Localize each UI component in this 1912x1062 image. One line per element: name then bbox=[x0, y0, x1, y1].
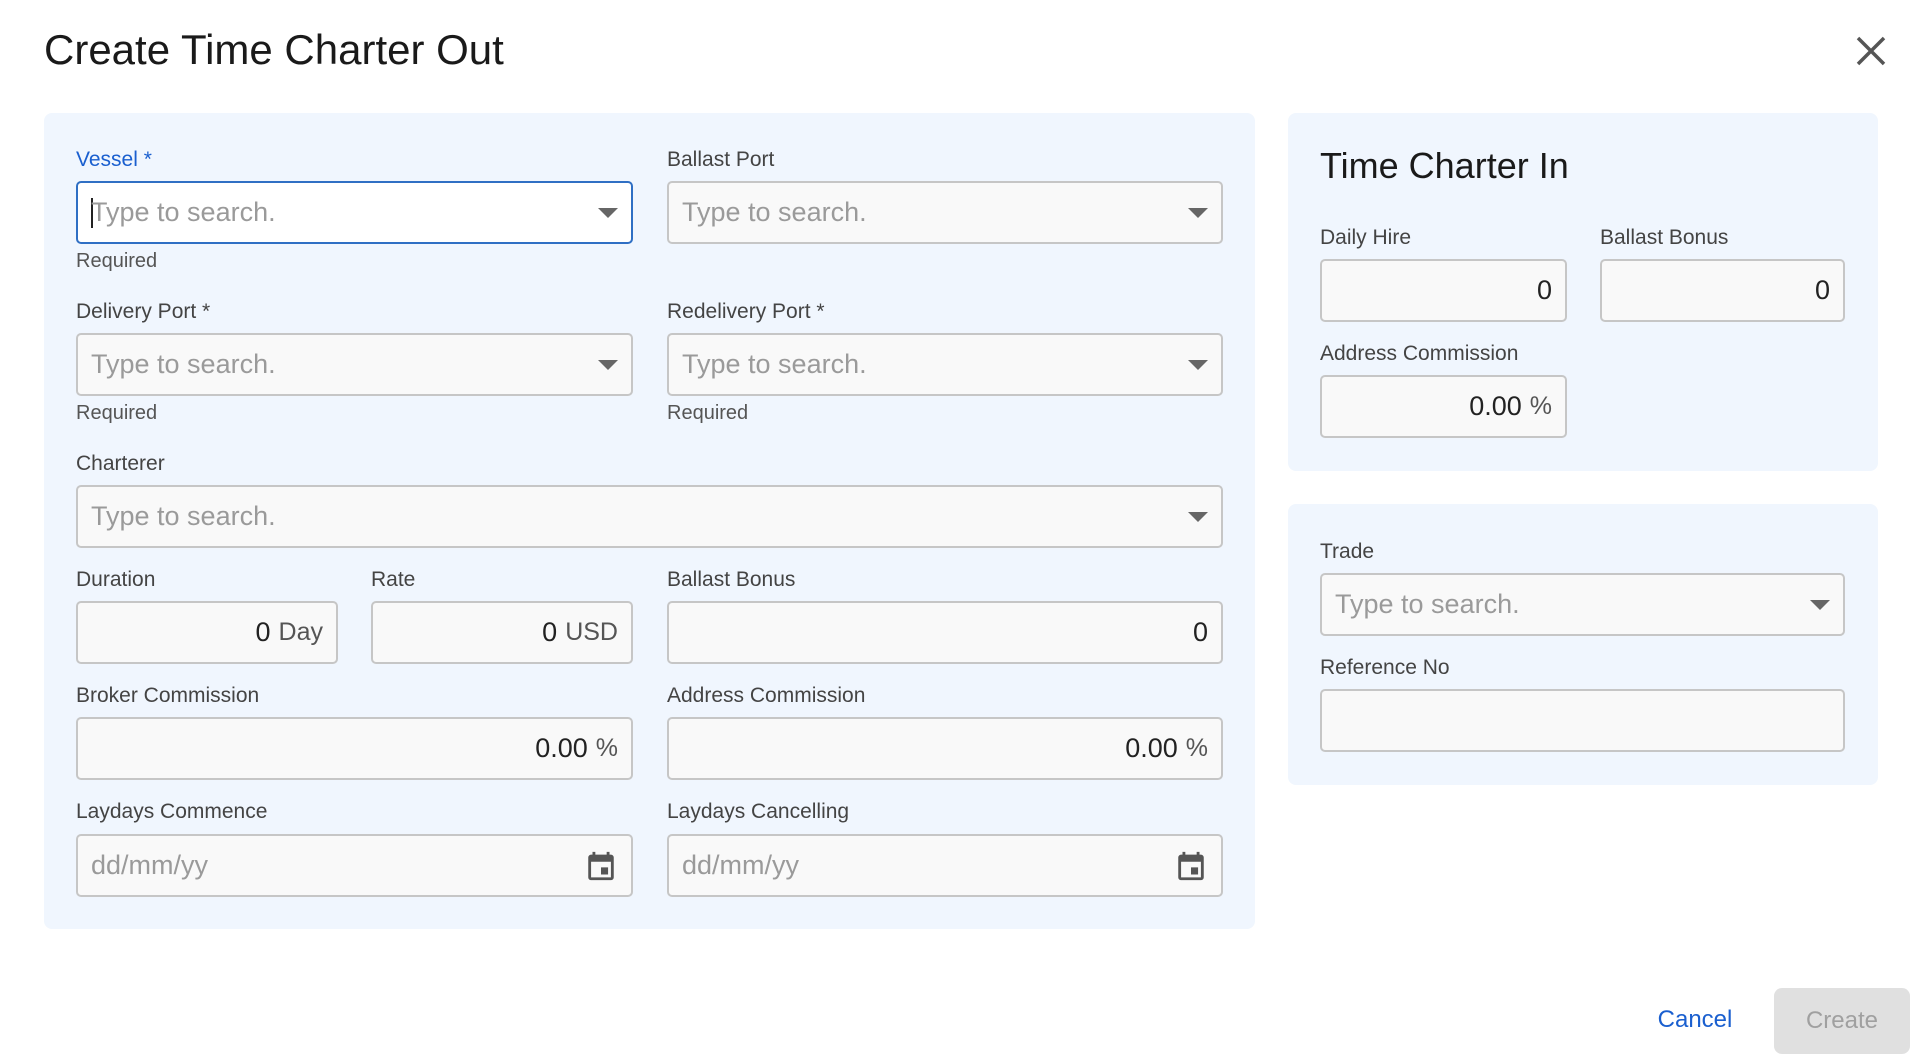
duration-input[interactable]: 0 Day bbox=[76, 601, 338, 664]
charterer-label: Charterer bbox=[76, 452, 165, 475]
time-charter-in-title: Time Charter In bbox=[1320, 145, 1569, 186]
delivery-port-help: Required bbox=[76, 402, 158, 424]
daily-hire-value: 0 bbox=[1536, 275, 1552, 305]
rate-unit: USD bbox=[565, 618, 618, 646]
tci-address-commission-label: Address Commission bbox=[1320, 342, 1519, 365]
laydays-cancelling-input[interactable]: dd/mm/yy bbox=[667, 834, 1223, 897]
redelivery-port-label: Redelivery Port * bbox=[667, 300, 825, 323]
laydays-commence-label: Laydays Commence bbox=[76, 800, 268, 823]
ballast-port-label: Ballast Port bbox=[667, 148, 775, 171]
tci-ballast-bonus-value: 0 bbox=[1814, 275, 1830, 305]
reference-no-label: Reference No bbox=[1320, 656, 1450, 679]
cancel-button[interactable]: Cancel bbox=[1657, 1006, 1733, 1033]
reference-no-input[interactable] bbox=[1320, 689, 1845, 752]
calendar-icon[interactable] bbox=[1174, 848, 1208, 884]
duration-label: Duration bbox=[76, 568, 156, 591]
dropdown-arrow-icon[interactable] bbox=[1188, 359, 1208, 370]
rate-label: Rate bbox=[371, 568, 416, 591]
broker-commission-input[interactable]: 0.00% bbox=[76, 717, 633, 780]
address-commission-input[interactable]: 0.00% bbox=[667, 717, 1223, 780]
trade-input[interactable]: Type to search. bbox=[1320, 573, 1845, 636]
tci-address-commission-value: 0.00 bbox=[1469, 391, 1522, 421]
percent-unit: % bbox=[1529, 392, 1552, 420]
dialog-title: Create Time Charter Out bbox=[44, 26, 504, 73]
rate-value: 0 bbox=[542, 617, 558, 647]
daily-hire-input[interactable]: 0 bbox=[1320, 259, 1567, 322]
percent-unit: % bbox=[1185, 734, 1208, 762]
tci-address-commission-input[interactable]: 0.00% bbox=[1320, 375, 1567, 438]
vessel-help: Required bbox=[76, 250, 158, 272]
daily-hire-label: Daily Hire bbox=[1320, 226, 1412, 249]
ballast-bonus-value: 0 bbox=[1192, 617, 1208, 647]
trade-placeholder: Type to search. bbox=[1335, 589, 1520, 619]
laydays-cancelling-placeholder: dd/mm/yy bbox=[682, 850, 800, 880]
dropdown-arrow-icon[interactable] bbox=[598, 207, 618, 218]
laydays-cancelling-label: Laydays Cancelling bbox=[667, 800, 850, 823]
close-icon[interactable] bbox=[1852, 32, 1890, 70]
redelivery-port-input[interactable]: Type to search. bbox=[667, 333, 1223, 396]
vessel-label: Vessel * bbox=[76, 148, 152, 171]
text-cursor bbox=[91, 197, 93, 228]
laydays-commence-input[interactable]: dd/mm/yy bbox=[76, 834, 633, 897]
dropdown-arrow-icon[interactable] bbox=[1810, 599, 1830, 610]
duration-value: 0 bbox=[255, 617, 271, 647]
dropdown-arrow-icon[interactable] bbox=[598, 359, 618, 370]
rate-input[interactable]: 0 USD bbox=[371, 601, 633, 664]
tci-ballast-bonus-label: Ballast Bonus bbox=[1600, 226, 1729, 249]
delivery-port-label: Delivery Port * bbox=[76, 300, 211, 323]
address-commission-value: 0.00 bbox=[1125, 733, 1178, 763]
dropdown-arrow-icon[interactable] bbox=[1188, 207, 1208, 218]
delivery-port-placeholder: Type to search. bbox=[91, 349, 276, 379]
broker-commission-label: Broker Commission bbox=[76, 684, 260, 707]
vessel-placeholder: Type to search. bbox=[91, 197, 276, 227]
ballast-port-placeholder: Type to search. bbox=[682, 197, 867, 227]
duration-unit: Day bbox=[278, 618, 323, 646]
dropdown-arrow-icon[interactable] bbox=[1188, 511, 1208, 522]
tci-ballast-bonus-input[interactable]: 0 bbox=[1600, 259, 1845, 322]
create-button[interactable]: Create bbox=[1774, 988, 1910, 1054]
delivery-port-input[interactable]: Type to search. bbox=[76, 333, 633, 396]
redelivery-port-placeholder: Type to search. bbox=[682, 349, 867, 379]
ballast-bonus-input[interactable]: 0 bbox=[667, 601, 1223, 664]
redelivery-port-help: Required bbox=[667, 402, 749, 424]
vessel-input[interactable]: Type to search. bbox=[76, 181, 633, 244]
laydays-commence-placeholder: dd/mm/yy bbox=[91, 850, 209, 880]
address-commission-label: Address Commission bbox=[667, 684, 866, 707]
percent-unit: % bbox=[595, 734, 618, 762]
broker-commission-value: 0.00 bbox=[535, 733, 588, 763]
charterer-input[interactable]: Type to search. bbox=[76, 485, 1223, 548]
calendar-icon[interactable] bbox=[584, 848, 618, 884]
ballast-port-input[interactable]: Type to search. bbox=[667, 181, 1223, 244]
trade-label: Trade bbox=[1320, 540, 1375, 563]
ballast-bonus-label: Ballast Bonus bbox=[667, 568, 796, 591]
charterer-placeholder: Type to search. bbox=[91, 501, 276, 531]
